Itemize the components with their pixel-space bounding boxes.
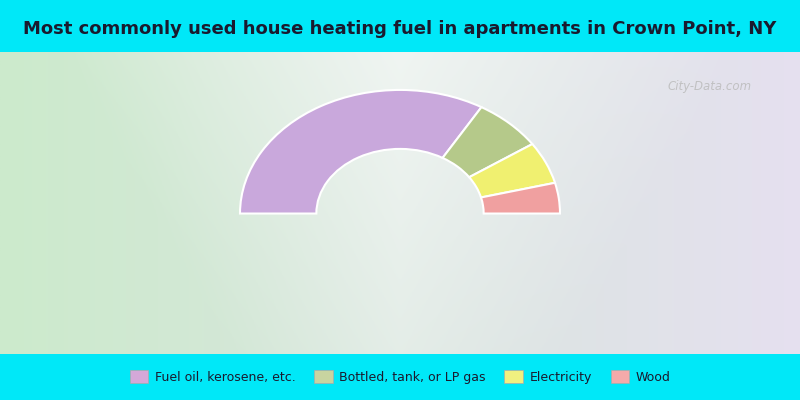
Wedge shape	[469, 144, 555, 198]
Text: City-Data.com: City-Data.com	[668, 80, 752, 93]
Wedge shape	[442, 107, 532, 177]
Text: Most commonly used house heating fuel in apartments in Crown Point, NY: Most commonly used house heating fuel in…	[23, 20, 777, 38]
Wedge shape	[240, 90, 482, 214]
Wedge shape	[481, 183, 560, 214]
Legend: Fuel oil, kerosene, etc., Bottled, tank, or LP gas, Electricity, Wood: Fuel oil, kerosene, etc., Bottled, tank,…	[130, 370, 670, 384]
